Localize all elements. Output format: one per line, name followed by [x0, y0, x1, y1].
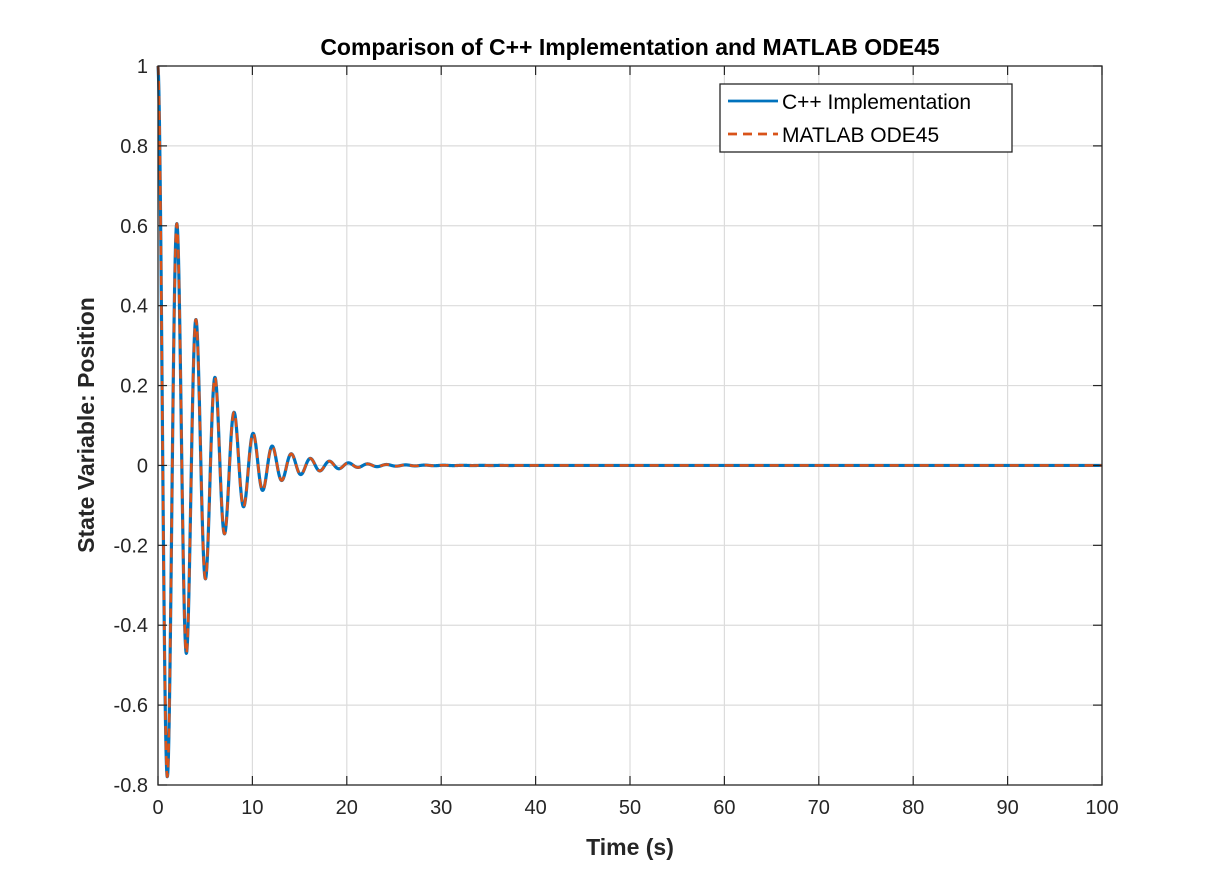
x-tick-label: 80 [902, 797, 924, 819]
axis-ticks: 0 10 20 30 40 50 60 70 80 90 100 -0.8 -0.6 -0.4 -0.2 0 0… [114, 56, 1119, 819]
y-tick-label: -0.6 [114, 695, 148, 717]
y-tick-label: -0.8 [114, 775, 148, 797]
y-tick-label: 0.8 [120, 136, 148, 158]
y-tick-label: 0 [137, 455, 148, 477]
series-line-cpp [156, 65, 1104, 779]
x-tick-label: 30 [430, 797, 452, 819]
x-tick-label: 40 [524, 797, 546, 819]
y-axis-label: State Variable: Position [73, 297, 99, 553]
x-tick-label: 20 [336, 797, 358, 819]
x-tick-label: 60 [713, 797, 735, 819]
x-axis-label: Time (s) [586, 834, 674, 860]
x-tick-label: 0 [152, 797, 163, 819]
legend: C++ Implementation MATLAB ODE45 [719, 83, 1013, 153]
chart-title: Comparison of C++ Implementation and MAT… [320, 34, 940, 60]
x-tick-label: 70 [808, 797, 830, 819]
legend-label-cpp: C++ Implementation [782, 91, 971, 114]
x-tick-label: 10 [241, 797, 263, 819]
y-tick-label: 0.6 [120, 216, 148, 238]
series-lines [156, 65, 1104, 779]
x-tick-label: 90 [996, 797, 1018, 819]
legend-label-matlab: MATLAB ODE45 [782, 124, 939, 147]
legend-box [719, 83, 1013, 153]
y-tick-label: 0.2 [120, 376, 148, 398]
x-tick-label: 100 [1085, 797, 1118, 819]
y-tick-label: 1 [137, 56, 148, 78]
x-tick-label: 50 [619, 797, 641, 819]
y-tick-label: -0.4 [114, 615, 148, 637]
y-tick-label: -0.2 [114, 535, 148, 557]
y-tick-label: 0.4 [120, 296, 148, 318]
